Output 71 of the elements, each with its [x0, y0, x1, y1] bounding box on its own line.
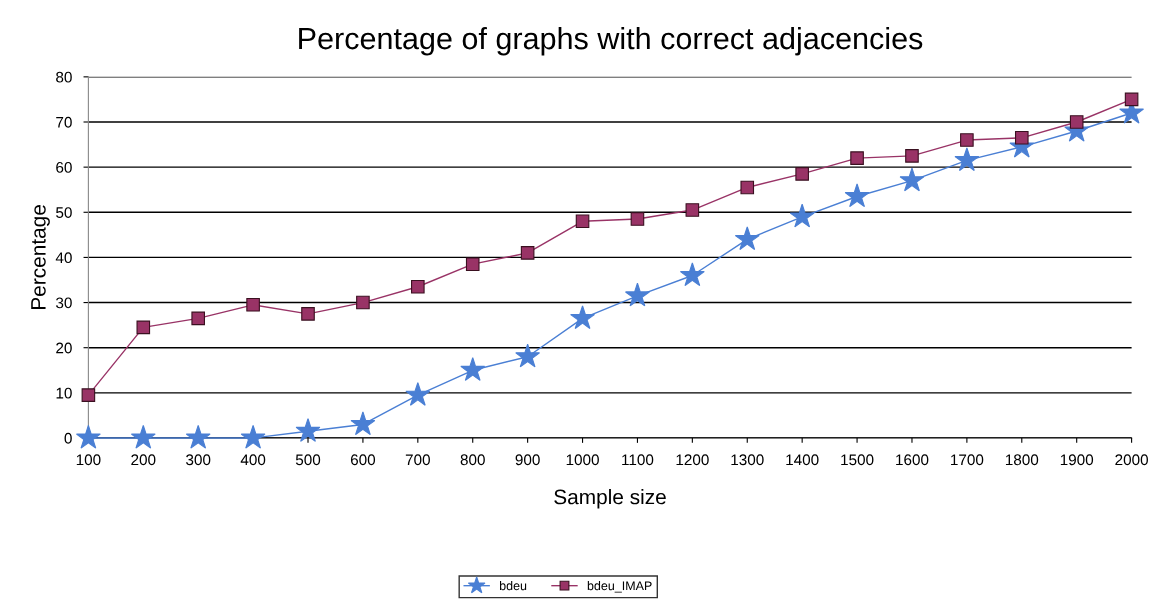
point: [685, 203, 700, 217]
x-tick-label: 100: [76, 454, 101, 466]
point: [356, 295, 370, 310]
point: [679, 262, 705, 287]
point: [411, 279, 425, 294]
x-axis-title: Sample size: [554, 489, 666, 509]
x-tick-label: 1700: [951, 454, 984, 466]
point: [899, 167, 925, 192]
legend-label: bdeu: [499, 581, 527, 591]
y-tick-label: 30: [56, 297, 72, 309]
point: [734, 226, 760, 251]
x-tick-label: 300: [186, 454, 211, 466]
x-tick-label: 500: [295, 454, 321, 466]
y-tick-label: 10: [56, 387, 72, 399]
x-tick-label: 200: [131, 454, 156, 466]
point: [81, 388, 96, 402]
point: [465, 257, 480, 271]
point: [570, 305, 595, 330]
x-tick-label: 800: [460, 454, 485, 466]
point: [246, 298, 260, 312]
x-tick-label: 1500: [841, 454, 874, 466]
x-tick-label: 1800: [1005, 454, 1039, 466]
x-tick-label: 1600: [896, 454, 929, 466]
y-tick-label: 40: [55, 252, 72, 264]
x-tick-label: 1100: [622, 454, 654, 466]
y-tick-label: 20: [56, 342, 72, 354]
point: [191, 311, 206, 326]
point: [844, 183, 870, 208]
x-tick-label: 1200: [676, 454, 709, 466]
point: [515, 343, 541, 368]
x-tick-label: 1000: [566, 454, 599, 466]
y-tick-label: 0: [64, 432, 72, 444]
point: [850, 151, 864, 165]
point: [1069, 115, 1084, 129]
legend-label: bdeu_IMAP: [587, 581, 652, 593]
point: [789, 203, 815, 228]
point: [130, 424, 156, 449]
x-tick-label: 1900: [1060, 454, 1094, 466]
x-tick-label: 600: [350, 454, 376, 466]
point: [740, 180, 755, 195]
point: [954, 147, 980, 172]
point: [1014, 130, 1029, 145]
point: [630, 212, 645, 226]
y-axis-title: Percentage: [31, 205, 50, 309]
point: [460, 357, 486, 381]
point: [575, 214, 590, 229]
point: [405, 382, 431, 406]
x-tick-label: 900: [515, 454, 540, 466]
x-tick-label: 400: [240, 454, 266, 466]
point: [350, 411, 376, 436]
chart-title: Percentage of graphs with correct adjacencies: [299, 26, 923, 56]
point: [960, 133, 974, 147]
point: [136, 320, 151, 335]
point: [240, 424, 266, 449]
point: [520, 246, 535, 260]
y-tick-label: 60: [56, 162, 72, 173]
point: [301, 307, 315, 321]
x-tick-label: 1300: [731, 454, 764, 466]
y-tick-label: 70: [56, 116, 72, 128]
point: [75, 424, 101, 449]
point: [795, 167, 809, 181]
point: [905, 149, 919, 163]
x-tick-label: 2000: [1115, 454, 1148, 466]
point: [1124, 92, 1139, 107]
y-tick-label: 50: [56, 207, 72, 218]
point: [625, 282, 650, 307]
point: [185, 424, 211, 449]
x-tick-label: 700: [405, 454, 430, 466]
x-tick-label: 1400: [786, 454, 819, 466]
y-tick-label: 80: [56, 71, 72, 83]
point: [295, 418, 321, 442]
